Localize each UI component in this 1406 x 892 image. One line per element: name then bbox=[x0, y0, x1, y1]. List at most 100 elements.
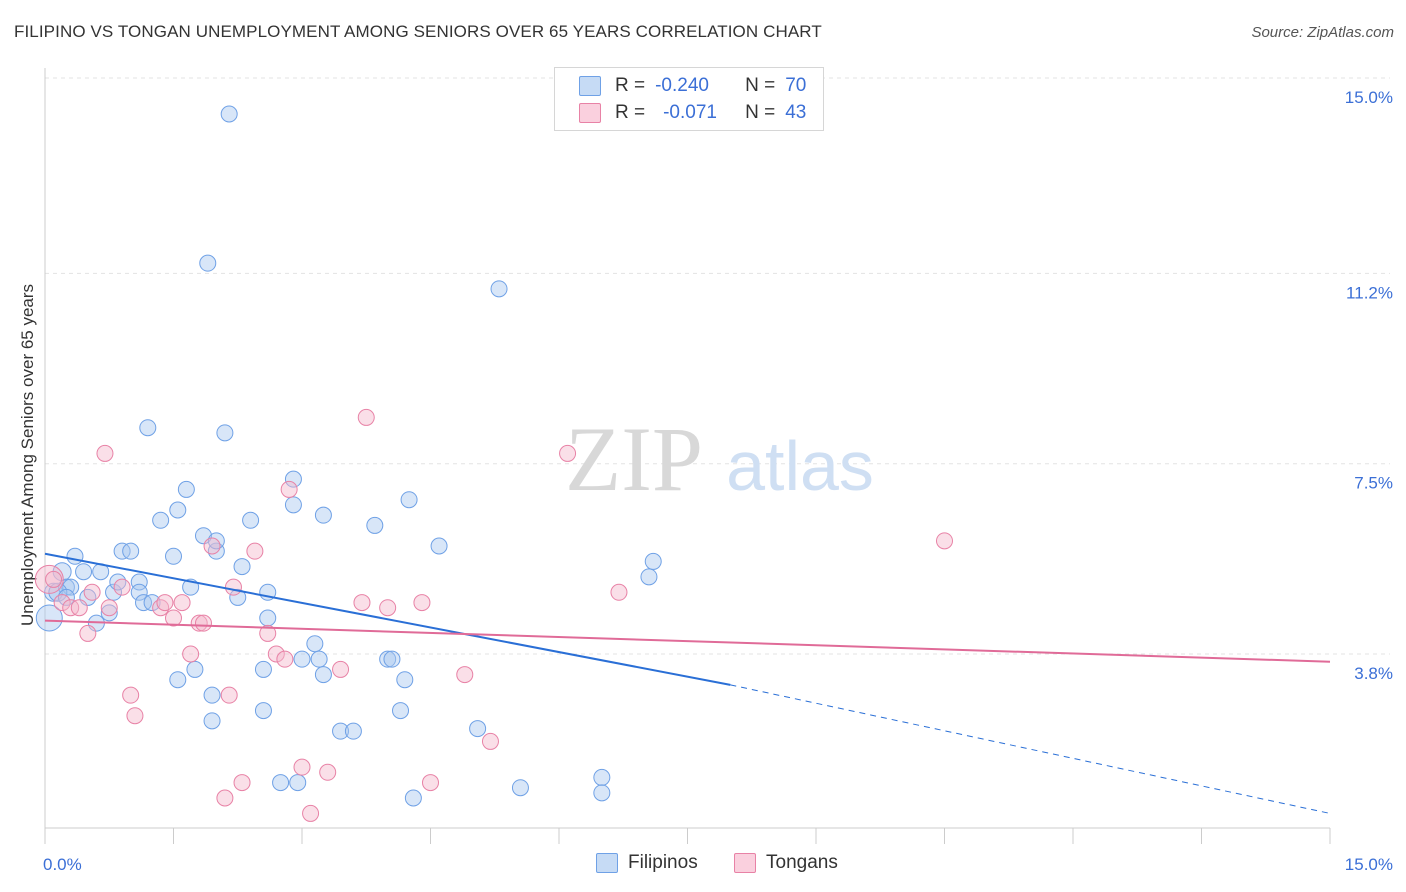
legend-n-label: N = bbox=[745, 75, 776, 96]
point-tongans bbox=[353, 594, 371, 612]
legend-r-value: -0.071 bbox=[663, 102, 717, 123]
legend-swatch-filipinos bbox=[579, 76, 601, 96]
point-filipinos bbox=[344, 722, 362, 740]
point-filipinos bbox=[289, 774, 307, 792]
point-tongans bbox=[45, 570, 63, 588]
point-tongans bbox=[190, 614, 208, 632]
point-tongans bbox=[319, 763, 337, 781]
point-filipinos bbox=[644, 552, 662, 570]
point-tongans bbox=[246, 542, 264, 560]
point-filipinos bbox=[254, 702, 272, 720]
x-tick-label: 15.0% bbox=[1345, 855, 1393, 874]
point-filipinos bbox=[165, 547, 182, 565]
point-filipinos bbox=[593, 784, 611, 802]
point-tongans bbox=[332, 660, 350, 678]
point-tongans bbox=[79, 624, 97, 642]
trendline-tongans bbox=[44, 619, 1331, 663]
point-tongans bbox=[224, 578, 242, 596]
point-filipinos bbox=[122, 542, 140, 560]
point-tongans bbox=[276, 650, 294, 668]
point-tongans bbox=[379, 599, 397, 617]
point-filipinos bbox=[143, 594, 161, 612]
point-tongans bbox=[267, 645, 285, 663]
x-tick-label: 0.0% bbox=[43, 855, 82, 874]
point-tongans bbox=[259, 624, 277, 642]
point-tongans bbox=[216, 789, 234, 807]
point-tongans bbox=[96, 444, 114, 462]
point-filipinos bbox=[366, 516, 384, 534]
point-tongans bbox=[422, 774, 439, 792]
point-tongans bbox=[203, 537, 221, 555]
trendline-filipinos bbox=[44, 552, 731, 686]
point-tongans bbox=[194, 614, 212, 632]
point-filipinos bbox=[105, 583, 123, 601]
point-filipinos bbox=[490, 280, 508, 298]
point-filipinos bbox=[199, 254, 217, 272]
point-tongans bbox=[62, 599, 80, 617]
point-filipinos bbox=[203, 712, 221, 730]
point-filipinos bbox=[242, 511, 260, 529]
point-filipinos bbox=[66, 547, 84, 565]
y-tick-label: 11.2% bbox=[1346, 283, 1393, 302]
point-filipinos bbox=[293, 650, 311, 668]
point-tongans bbox=[100, 599, 118, 617]
point-filipinos bbox=[75, 563, 93, 581]
legend-row-tongans: R = -0.071 N = 43 bbox=[579, 101, 806, 125]
point-tongans bbox=[122, 686, 140, 704]
point-tongans bbox=[53, 594, 71, 612]
point-filipinos bbox=[152, 511, 170, 529]
point-filipinos bbox=[135, 594, 153, 612]
legend-r-label: R = bbox=[615, 102, 646, 123]
point-tongans bbox=[113, 578, 131, 596]
point-filipinos bbox=[139, 419, 157, 437]
point-filipinos bbox=[396, 671, 414, 689]
legend-n-value: 70 bbox=[785, 75, 807, 96]
point-filipinos bbox=[379, 650, 397, 668]
legend-swatch-tongans bbox=[579, 103, 601, 123]
legend-row-filipinos: R = -0.240 N = 70 bbox=[579, 74, 806, 98]
point-filipinos bbox=[314, 506, 332, 524]
point-filipinos bbox=[640, 568, 658, 586]
point-filipinos bbox=[400, 491, 418, 509]
chart-title: FILIPINO VS TONGAN UNEMPLOYMENT AMONG SE… bbox=[14, 22, 822, 41]
point-filipinos bbox=[254, 660, 272, 678]
point-filipinos bbox=[113, 542, 131, 560]
point-filipinos bbox=[593, 768, 611, 786]
bottom-legend-label: Filipinos bbox=[628, 852, 698, 873]
point-filipinos bbox=[35, 604, 63, 632]
point-tongans bbox=[280, 480, 298, 498]
legend-r-label: R = bbox=[615, 75, 646, 96]
y-tick-label: 15.0% bbox=[1345, 88, 1393, 107]
point-filipinos bbox=[392, 702, 410, 720]
point-filipinos bbox=[130, 573, 148, 591]
point-filipinos bbox=[314, 666, 332, 684]
bottom-legend-tongans: Tongans bbox=[734, 852, 838, 874]
legend-r-value: -0.240 bbox=[655, 75, 709, 96]
point-filipinos bbox=[284, 496, 302, 514]
y-tick-label: 3.8% bbox=[1354, 664, 1393, 683]
point-tongans bbox=[126, 707, 144, 725]
source-label: Source: ZipAtlas.com bbox=[1251, 24, 1394, 41]
point-filipinos bbox=[310, 650, 328, 668]
point-tongans bbox=[233, 774, 251, 792]
trendline-extension-filipinos bbox=[730, 684, 1331, 814]
legend-n-value: 43 bbox=[785, 102, 807, 123]
bottom-legend-swatch-tongans bbox=[734, 853, 756, 873]
legend-n-label: N = bbox=[745, 102, 776, 123]
point-filipinos bbox=[430, 537, 448, 555]
y-tick-label: 7.5% bbox=[1354, 474, 1393, 493]
point-tongans bbox=[70, 599, 88, 617]
point-tongans bbox=[173, 594, 191, 612]
point-filipinos bbox=[404, 789, 422, 807]
bottom-legend-label: Tongans bbox=[766, 852, 838, 873]
point-filipinos bbox=[177, 480, 195, 498]
point-filipinos bbox=[469, 720, 487, 738]
watermark-atlas: atlas bbox=[726, 427, 874, 505]
point-filipinos bbox=[332, 722, 350, 740]
point-filipinos bbox=[511, 779, 529, 797]
point-tongans bbox=[302, 804, 320, 822]
point-filipinos bbox=[306, 635, 324, 653]
point-tongans bbox=[357, 408, 375, 426]
point-tongans bbox=[559, 444, 577, 462]
